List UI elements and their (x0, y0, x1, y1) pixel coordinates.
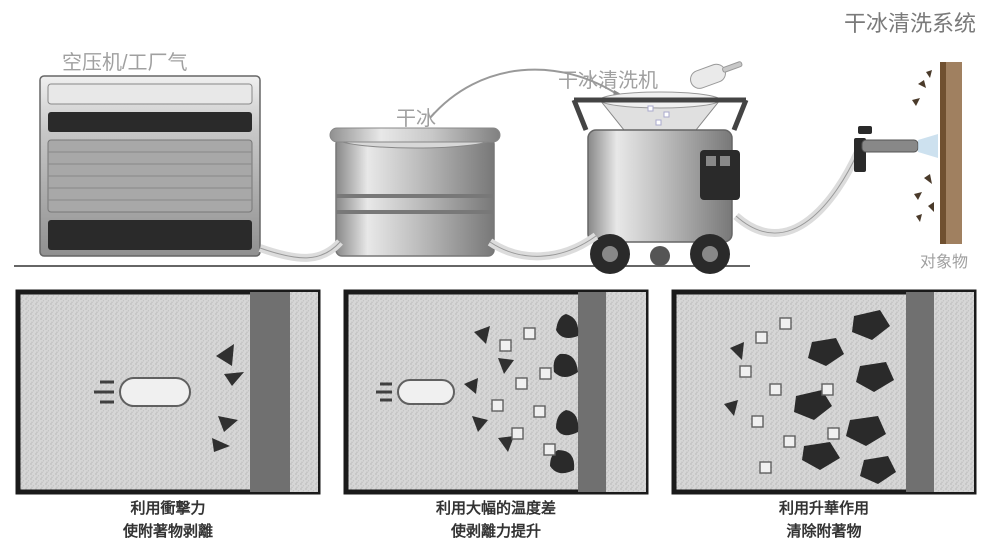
arc-hose (430, 70, 620, 118)
mechanism-panels (0, 288, 992, 498)
panel-3-caption-line1: 利用升華作用 (779, 500, 869, 517)
panel-thermal (346, 292, 646, 492)
panel-1-caption-line1: 利用衝撃力 (130, 500, 205, 517)
hose-1 (260, 242, 340, 258)
panel-2-caption: 利用大幅的温度差 使剥離力提升 (346, 498, 646, 543)
panel-1-caption: 利用衝撃力 使附著物剥離 (18, 498, 318, 543)
blaster-icon (574, 56, 746, 274)
panel-3-caption: 利用升華作用 清除附著物 (674, 498, 974, 543)
panel-impact (18, 292, 318, 492)
compressor-icon (40, 76, 260, 256)
panel-sublimation (674, 292, 974, 492)
nozzle-icon (854, 126, 938, 172)
hose-3 (736, 152, 858, 233)
dry-ice-icon (330, 128, 500, 256)
system-diagram (0, 0, 992, 290)
panel-2-caption-line1: 利用大幅的温度差 (436, 500, 556, 517)
